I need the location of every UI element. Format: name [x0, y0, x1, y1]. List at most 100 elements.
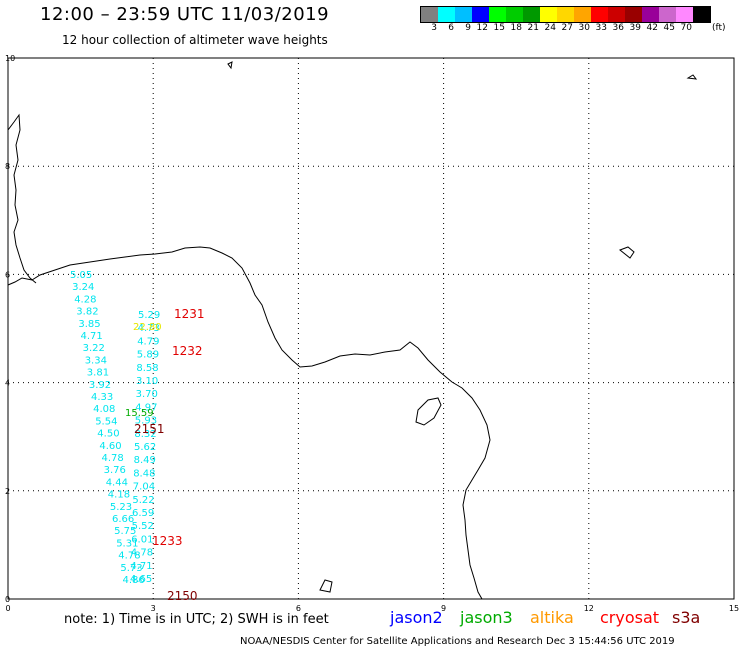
legend-label: 45 [663, 23, 675, 33]
y-tick-label: 10 [5, 54, 15, 63]
swh-value: 5.31 [116, 538, 138, 549]
swh-value: 5.23 [110, 502, 132, 513]
legend-label: 15 [493, 23, 505, 33]
legend-swatch [676, 7, 693, 22]
satellite-cryosat: cryosat [600, 608, 660, 627]
swh-value: 4.33 [91, 392, 113, 403]
legend-swatch [438, 7, 455, 22]
legend-label: 33 [595, 23, 607, 33]
legend-labels: 3 6 9 12 15 18 21 24 27 30 33 36 39 42 45 70 [420, 23, 692, 33]
legend-swatch [625, 7, 642, 22]
legend-swatch [642, 7, 659, 22]
legend-swatch [591, 7, 608, 22]
color-legend [420, 6, 711, 23]
swh-value: 4.86 [123, 575, 145, 586]
y-tick-label: 2 [5, 487, 10, 496]
legend-swatch [693, 7, 710, 22]
swh-value: 6.66 [112, 514, 134, 525]
swh-value: 5.89 [137, 350, 159, 361]
legend-swatch [455, 7, 472, 22]
swh-value: 4.28 [74, 294, 96, 305]
swh-value: 4.79 [137, 336, 159, 347]
x-tick-label: 12 [584, 604, 594, 613]
legend-label: 9 [465, 23, 471, 33]
legend-swatch [608, 7, 625, 22]
pass-time-label: 1231 [174, 307, 205, 321]
swh-value: 4.18 [108, 490, 130, 501]
legend-swatch [557, 7, 574, 22]
island [686, 74, 698, 80]
legend-swatch [472, 7, 489, 22]
swh-value: 4.65 [130, 574, 152, 585]
legend-label: 6 [448, 23, 454, 33]
swh-value: 4.97 [135, 402, 157, 413]
y-tick-label: 8 [5, 162, 10, 171]
satellite-s3a: s3a [672, 608, 701, 627]
page-title: 12:00 – 23:59 UTC 11/03/2019 [40, 4, 330, 25]
swh-value: 3.22 [83, 343, 105, 354]
swh-value-highlight: 15.59 [125, 408, 154, 419]
swh-value: 4.50 [97, 429, 119, 440]
credit-line: NOAA/NESDIS Center for Satellite Applica… [240, 636, 675, 647]
x-tick-label: 3 [151, 604, 156, 613]
swh-value: 3.81 [87, 368, 109, 379]
swh-value: 8.58 [136, 363, 158, 374]
pass-time-label: 1233 [152, 534, 183, 548]
legend-label: 3 [431, 23, 437, 33]
swh-value: 3.85 [78, 319, 100, 330]
swh-value: 6.01 [131, 534, 153, 545]
legend-label: 36 [612, 23, 624, 33]
pass-time-label: 2150 [167, 589, 198, 603]
swh-value: 5.29 [138, 310, 160, 321]
swh-value: 3.34 [85, 355, 107, 366]
axis-tick-labels: 0 3 6 9 12 15 0 2 4 6 8 10 [5, 54, 739, 613]
swh-value-labels: 5.053.244.283.823.854.713.223.343.813.92… [70, 270, 205, 603]
island [319, 579, 333, 593]
map-frame [7, 57, 735, 600]
swh-value: 5.62 [134, 442, 156, 453]
pass-time-label: 2151 [134, 422, 165, 436]
island [619, 246, 635, 259]
page-subtitle: 12 hour collection of altimeter wave hei… [62, 33, 328, 47]
swh-value: 8.48 [133, 468, 155, 479]
swh-value: 5.73 [120, 563, 142, 574]
swh-value: 6.59 [132, 508, 154, 519]
legend-label: 24 [544, 23, 556, 33]
island [227, 61, 233, 70]
swh-value: 4.44 [106, 477, 128, 488]
x-tick-label: 9 [441, 604, 446, 613]
legend-swatch [523, 7, 540, 22]
island [415, 397, 442, 426]
coastline [7, 246, 491, 600]
swh-value: 7.04 [133, 482, 155, 493]
satellite-jason2: jason2 [390, 608, 443, 627]
legend-swatch [574, 7, 591, 22]
swh-value: 3.70 [136, 389, 158, 400]
swh-value: 4.78 [131, 548, 153, 559]
swh-value: 5.75 [114, 526, 136, 537]
pass-time-label: 1232 [172, 344, 203, 358]
swh-value: 4.78 [118, 551, 140, 562]
legend-label: 27 [561, 23, 573, 33]
swh-value: 5.93 [135, 416, 157, 427]
y-tick-label: 6 [5, 270, 10, 279]
swh-value: 4.08 [93, 404, 115, 415]
legend-label: 21 [527, 23, 539, 33]
swh-value: 4.60 [99, 441, 121, 452]
swh-value: 4.78 [102, 453, 124, 464]
legend-swatch [540, 7, 557, 22]
legend-swatch [421, 7, 438, 22]
swh-value: 4.71 [130, 561, 152, 572]
swh-value: 5.05 [70, 270, 92, 281]
coastline-north [7, 113, 37, 284]
swh-value: 5.52 [132, 521, 154, 532]
satellite-altika: altika [530, 608, 574, 627]
satellite-jason3: jason3 [460, 608, 513, 627]
footer-note: note: 1) Time is in UTC; 2) SWH is in fe… [64, 612, 329, 627]
legend-label: 30 [578, 23, 590, 33]
swh-value: 8.49 [134, 455, 156, 466]
legend-label: 70 [680, 23, 692, 33]
x-tick-label: 15 [729, 604, 739, 613]
swh-value-highlight: 22.80 [133, 322, 162, 333]
swh-value: 5.22 [132, 495, 154, 506]
